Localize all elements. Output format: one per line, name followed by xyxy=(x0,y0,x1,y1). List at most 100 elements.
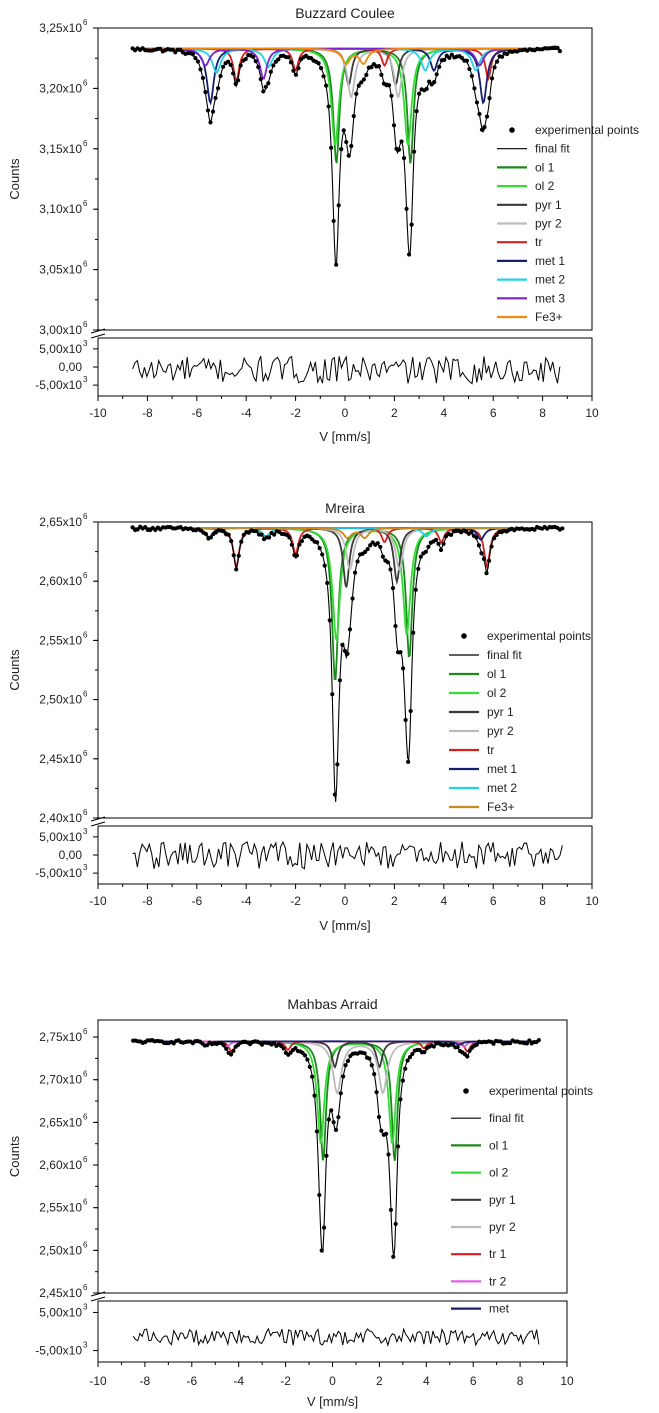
experimental-point xyxy=(472,86,477,91)
experimental-point xyxy=(362,1051,367,1056)
experimental-point xyxy=(315,540,320,545)
y-tick-exponent: 6 xyxy=(83,1155,88,1164)
experimental-point xyxy=(449,52,454,57)
experimental-point xyxy=(388,567,393,572)
experimental-point xyxy=(208,535,214,540)
x-tick-label: 8 xyxy=(539,894,546,908)
experimental-point xyxy=(379,72,384,77)
experimental-point xyxy=(434,72,439,77)
experimental-point xyxy=(532,527,537,532)
experimental-point xyxy=(258,77,263,82)
experimental-point xyxy=(431,1044,436,1049)
residual-y-tick-label: -5,00x10 xyxy=(35,1344,82,1358)
y-tick-exponent: 6 xyxy=(83,139,88,148)
experimental-point xyxy=(289,542,294,547)
experimental-point xyxy=(336,203,341,208)
experimental-point xyxy=(492,65,497,70)
experimental-point xyxy=(369,1063,374,1068)
experimental-point xyxy=(378,544,383,550)
x-tick-label: -6 xyxy=(186,1374,197,1388)
experimental-point xyxy=(489,544,494,549)
experimental-point xyxy=(234,567,239,572)
experimental-point xyxy=(469,73,475,79)
experimental-point xyxy=(361,77,366,82)
residual-line xyxy=(132,840,563,870)
experimental-point xyxy=(347,627,353,632)
axis-break-mark xyxy=(90,816,106,822)
experimental-point xyxy=(341,128,346,133)
experimental-point xyxy=(379,1128,384,1133)
residual-plot-frame xyxy=(97,337,593,397)
experimental-point xyxy=(364,72,369,78)
experimental-point xyxy=(310,1074,315,1079)
experimental-point xyxy=(398,1097,403,1102)
experimental-point xyxy=(484,114,490,119)
experimental-point xyxy=(326,104,331,109)
experimental-point xyxy=(406,252,412,257)
x-tick-label: 8 xyxy=(517,1374,524,1388)
legend-label: ol 1 xyxy=(535,160,555,174)
experimental-point xyxy=(486,558,492,563)
experimental-point xyxy=(426,544,431,549)
experimental-point xyxy=(403,1066,408,1071)
y-tick-label: 2,75x10 xyxy=(39,1030,82,1044)
experimental-point xyxy=(433,537,439,542)
experimental-point xyxy=(158,46,163,51)
experimental-point xyxy=(337,678,342,683)
experimental-point xyxy=(253,59,258,64)
experimental-point xyxy=(130,525,135,530)
residual-line xyxy=(132,1327,540,1347)
legend-label: ol 2 xyxy=(535,179,555,193)
axis-break-mark xyxy=(90,821,106,827)
x-tick-label: 4 xyxy=(423,1374,430,1388)
experimental-point xyxy=(231,1048,236,1054)
experimental-point xyxy=(341,1074,346,1079)
experimental-point xyxy=(476,543,482,548)
x-tick-label: 0 xyxy=(329,1374,336,1388)
chart-title: Mreira xyxy=(325,500,365,516)
experimental-point xyxy=(355,559,360,564)
experimental-point xyxy=(143,525,148,530)
experimental-point xyxy=(305,1057,310,1062)
residual-y-tick-label: 0,00 xyxy=(59,848,83,862)
x-tick-label: 10 xyxy=(585,894,599,908)
experimental-point xyxy=(374,1090,379,1095)
experimental-point xyxy=(365,546,370,552)
y-tick-exponent: 6 xyxy=(83,630,88,639)
experimental-point xyxy=(376,1114,382,1120)
legend-label: experimental points xyxy=(535,123,639,137)
legend-label: met 1 xyxy=(535,254,565,268)
chart-title: Buzzard Coulee xyxy=(295,5,395,21)
experimental-point xyxy=(267,535,272,540)
y-tick-exponent: 6 xyxy=(83,1070,88,1079)
legend-label: final fit xyxy=(489,1111,524,1125)
experimental-point xyxy=(261,89,266,94)
x-tick-label: 4 xyxy=(440,894,447,908)
experimental-point xyxy=(326,1117,331,1122)
experimental-point xyxy=(338,1091,343,1096)
experimental-point xyxy=(368,543,373,548)
y-tick-label: 3,25x10 xyxy=(39,21,82,35)
y-tick-exponent: 6 xyxy=(83,512,88,521)
y-tick-exponent: 6 xyxy=(83,320,88,329)
y-tick-label: 2,65x10 xyxy=(39,1115,82,1129)
experimental-point xyxy=(297,542,302,547)
x-tick-label: 4 xyxy=(440,406,447,420)
experimental-point xyxy=(491,1041,496,1046)
experimental-point xyxy=(307,1064,312,1069)
experimental-point xyxy=(336,1115,341,1120)
experimental-point xyxy=(322,563,327,568)
experimental-point xyxy=(482,125,487,130)
legend-label: met 2 xyxy=(487,781,517,795)
y-tick-label: 2,45x10 xyxy=(39,752,82,766)
experimental-point xyxy=(319,1248,324,1253)
experimental-point xyxy=(178,47,183,52)
final-fit-line xyxy=(132,48,560,266)
experimental-point xyxy=(135,527,140,532)
x-tick-label: -8 xyxy=(142,406,153,420)
experimental-point xyxy=(340,642,345,648)
experimental-point xyxy=(524,1041,530,1046)
component-pyr-2 xyxy=(132,47,560,99)
